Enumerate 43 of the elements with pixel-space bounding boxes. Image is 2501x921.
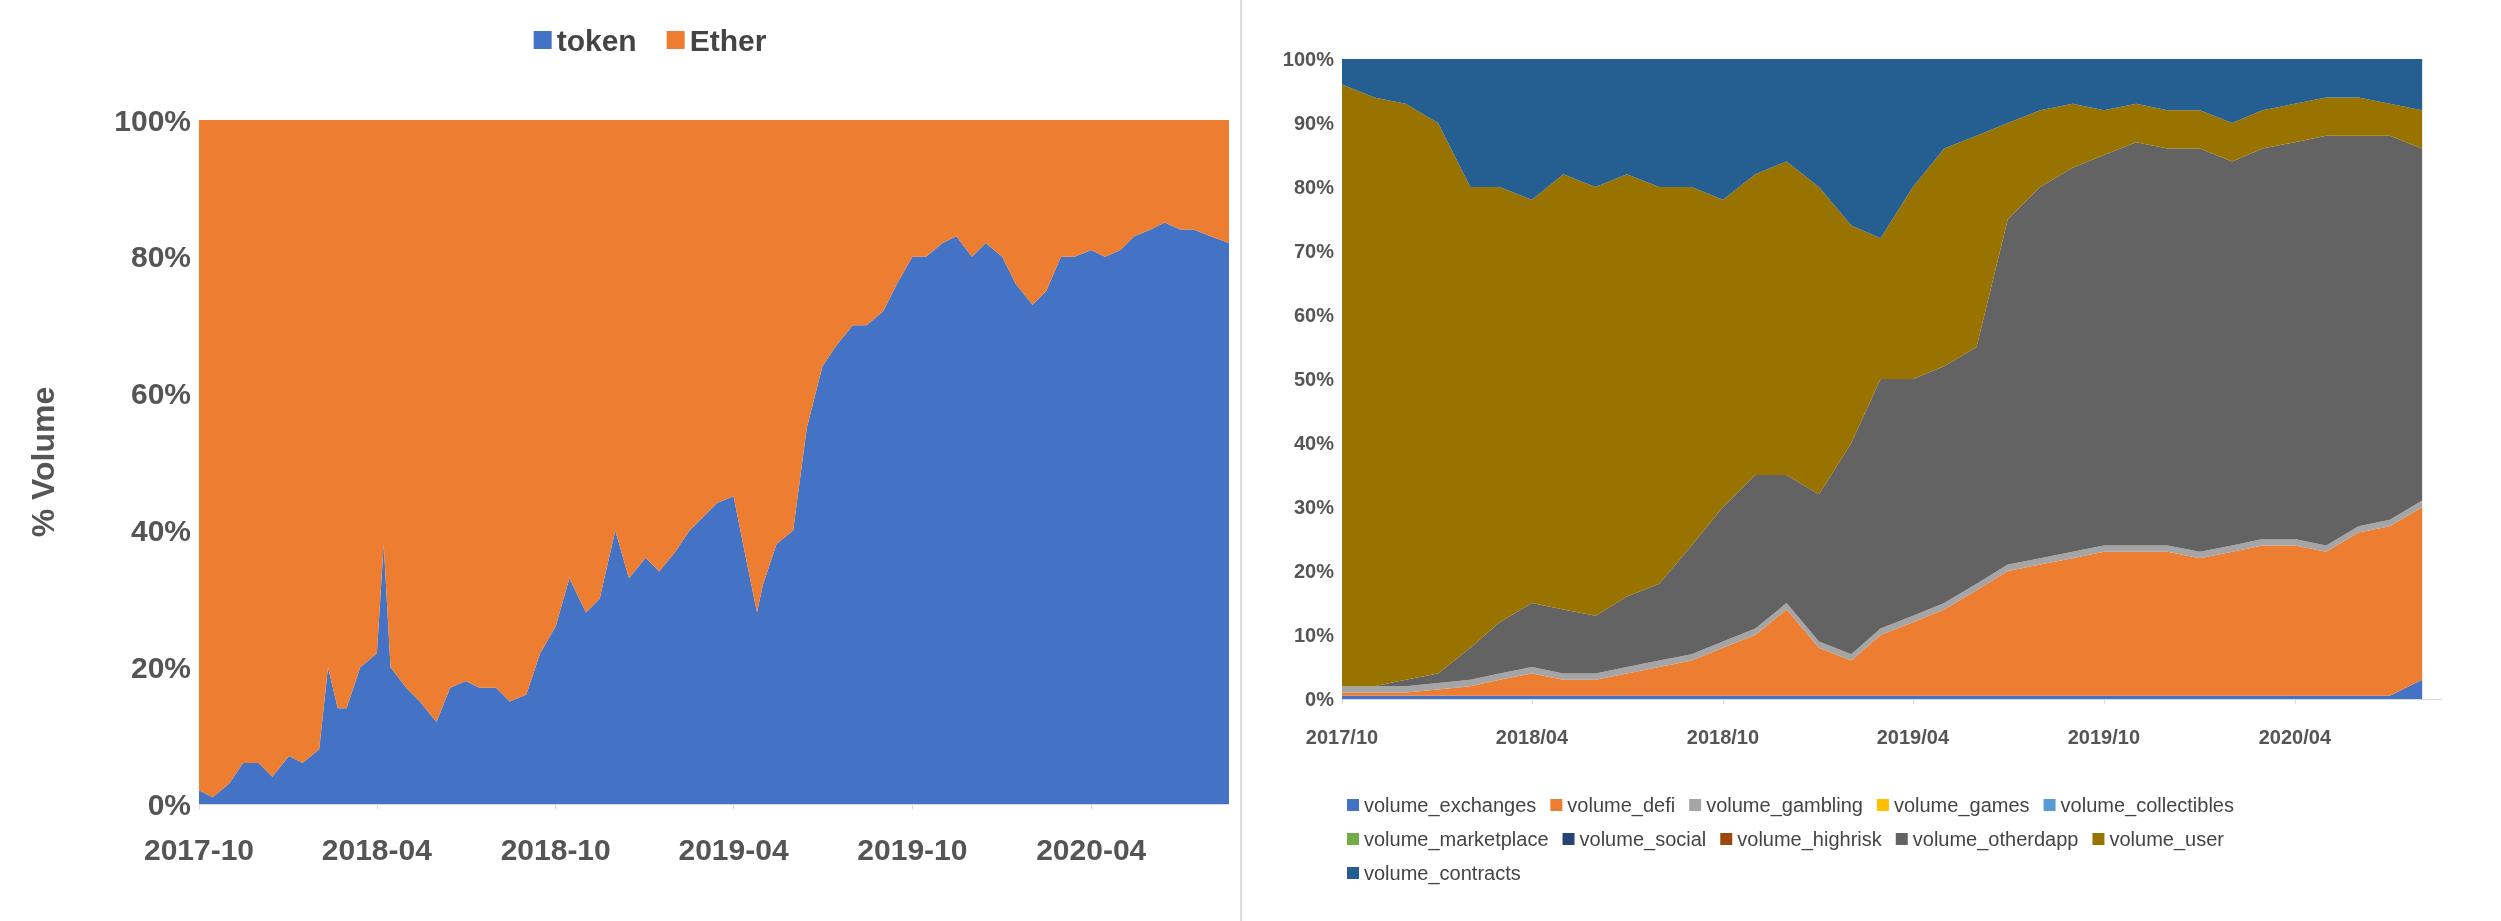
y-tick-label: 80% [130, 240, 191, 274]
y-tick-label: 20% [130, 650, 191, 684]
y-tick-label: 10% [1293, 624, 1335, 646]
legend-label: volume_user [2109, 828, 2225, 851]
y-tick-label: 40% [130, 513, 191, 547]
legend-label: volume_marketplace [1364, 828, 1549, 851]
legend-label: Ether [689, 23, 767, 57]
y-tick-label: 90% [1293, 112, 1335, 134]
legend-label: volume_exchanges [1364, 794, 1537, 817]
x-tick-label: 2020/04 [2258, 726, 2332, 748]
y-tick-label: 80% [1293, 176, 1335, 198]
legend-label: volume_defi [1567, 794, 1676, 817]
y-tick-label: 20% [1293, 560, 1335, 582]
x-tick-label: 2019/04 [1876, 726, 1950, 748]
x-tick-label: 2019/10 [2067, 726, 2141, 748]
legend-label: volume_contracts [1364, 862, 1521, 885]
legend-label: volume_games [1893, 794, 2030, 817]
legend-label: volume_highrisk [1737, 828, 1883, 851]
x-tick-label: 2017/10 [1305, 726, 1379, 748]
y-tick-label: 50% [1293, 368, 1335, 390]
x-tick-label: 2019-10 [857, 832, 968, 866]
x-tick-label: 2018/04 [1495, 726, 1569, 748]
y-tick-label: 40% [1293, 432, 1335, 454]
y-axis-title: % Volume [25, 386, 61, 538]
y-tick-label: 100% [114, 103, 191, 137]
x-tick-label: 2017-10 [143, 832, 255, 866]
legend-label: volume_otherdapp [1912, 828, 2079, 851]
y-tick-label: 100% [1282, 48, 1335, 70]
legend-label: token [556, 23, 637, 57]
y-tick-label: 70% [1293, 240, 1335, 262]
x-tick-label: 2018-04 [321, 832, 433, 866]
legend-label: volume_collectibles [2060, 794, 2234, 817]
x-tick-label: 2018-10 [500, 832, 611, 866]
y-tick-label: 0% [1305, 688, 1335, 710]
x-tick-label: 2018/10 [1686, 726, 1760, 748]
y-tick-label: 0% [147, 787, 191, 821]
y-tick-label: 60% [1293, 304, 1335, 326]
legend-label: volume_gambling [1706, 794, 1863, 817]
y-tick-label: 30% [1293, 496, 1335, 518]
legend-label: volume_social [1579, 828, 1707, 851]
x-tick-label: 2019-04 [678, 832, 789, 866]
y-tick-label: 60% [130, 377, 191, 411]
x-tick-label: 2020-04 [1036, 832, 1147, 866]
